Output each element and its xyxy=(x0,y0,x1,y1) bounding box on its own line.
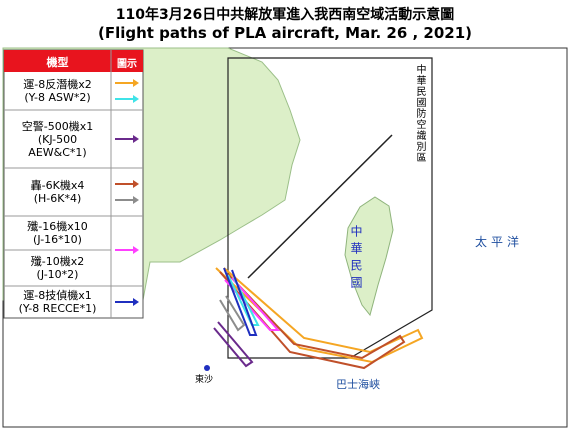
legend-label: 轟-6K機x4 xyxy=(30,179,85,192)
subtitle: (Flight paths of PLA aircraft, Mar. 26 ,… xyxy=(97,24,473,42)
path-h6k2 xyxy=(219,295,246,332)
legend-header-type: 機型 xyxy=(46,56,69,69)
legend-label: 殲-16機x10 xyxy=(27,220,88,233)
pacific-label: 太平洋 xyxy=(475,235,524,249)
legend-box xyxy=(3,49,144,319)
path-h6k xyxy=(219,271,406,370)
flight-paths xyxy=(213,267,424,370)
legend-arrow xyxy=(115,196,139,204)
taiwan-label: 中華民國 xyxy=(349,225,363,293)
legend-label: 殲-10機x2 xyxy=(30,255,85,268)
legend-arrow xyxy=(115,298,139,306)
legend-arrow xyxy=(115,180,139,188)
legend-header-icon: 圖示 xyxy=(117,59,137,70)
legend-label: 運-8反潛機x2 xyxy=(23,78,92,91)
path-kj500 xyxy=(213,321,254,368)
path-y8recce xyxy=(223,267,258,336)
dongsha-dot xyxy=(204,365,210,371)
legend-label: (Y-8 RECCE*1) xyxy=(18,302,97,315)
legend-label: (KJ-500 xyxy=(37,132,78,146)
adiz-line xyxy=(247,134,393,279)
dongsha-label: 東沙 xyxy=(195,375,214,385)
legend-label: (H-6K*4) xyxy=(33,192,82,205)
legend-header xyxy=(4,50,143,72)
adiz-boundary xyxy=(227,57,433,359)
adiz-label: 中華民國防空識別區 xyxy=(414,64,425,163)
taiwan xyxy=(344,196,394,317)
legend-label: (J-10*2) xyxy=(36,268,79,281)
legend-arrow xyxy=(115,135,139,143)
path-y8asw xyxy=(215,267,424,364)
legend-label: 空警-500機x1 xyxy=(21,119,94,133)
legend-arrow xyxy=(115,95,139,103)
path-y8asw2 xyxy=(227,274,260,326)
strait-label: 巴士海峽 xyxy=(336,378,380,391)
legend-arrow xyxy=(115,246,139,254)
legend-grid xyxy=(4,50,143,318)
legend-label: (J-16*10) xyxy=(33,233,82,246)
legend-arrow xyxy=(115,79,139,87)
title: 110年3月26日中共解放軍進入我西南空域活動示意圖 xyxy=(115,7,455,23)
legend-label: (Y-8 ASW*2) xyxy=(24,91,91,104)
legend-label: AEW&C*1) xyxy=(28,145,87,159)
legend-label: 運-8技偵機x1 xyxy=(23,289,92,302)
